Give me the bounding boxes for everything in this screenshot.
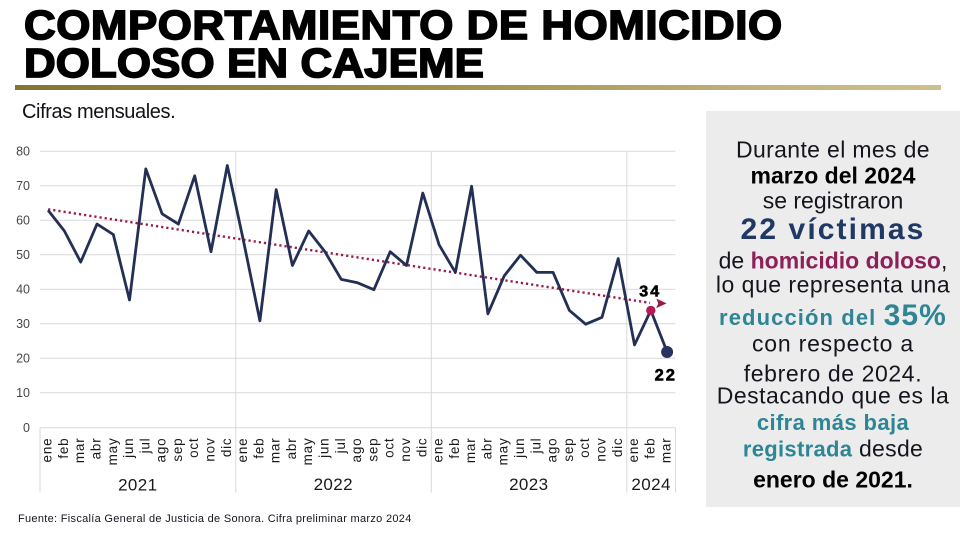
svg-text:jul: jul [137, 438, 152, 455]
svg-text:may: may [105, 438, 120, 466]
svg-text:mar: mar [268, 438, 283, 464]
svg-text:feb: feb [642, 438, 657, 459]
svg-text:ene: ene [235, 438, 250, 463]
svg-text:nov: nov [398, 438, 413, 462]
svg-text:sep: sep [561, 438, 576, 462]
svg-text:ago: ago [154, 438, 169, 463]
svg-text:oct: oct [577, 438, 592, 458]
svg-text:sep: sep [170, 438, 185, 462]
svg-text:may: may [300, 438, 315, 466]
svg-text:jun: jun [121, 438, 136, 459]
svg-text:nov: nov [594, 438, 609, 462]
svg-text:mar: mar [72, 438, 87, 464]
svg-text:feb: feb [251, 438, 266, 459]
svg-text:34: 34 [639, 284, 661, 301]
svg-text:nov: nov [203, 438, 218, 462]
svg-text:ene: ene [40, 438, 55, 463]
svg-text:abr: abr [479, 438, 494, 460]
svg-text:0: 0 [23, 421, 30, 435]
svg-text:jun: jun [317, 438, 332, 459]
svg-text:10: 10 [16, 386, 30, 400]
svg-text:50: 50 [16, 248, 30, 262]
svg-text:feb: feb [56, 438, 71, 459]
svg-text:ene: ene [626, 438, 641, 463]
svg-text:dic: dic [219, 438, 234, 458]
svg-text:mar: mar [659, 438, 674, 464]
svg-text:2024: 2024 [631, 475, 670, 494]
svg-text:ene: ene [431, 438, 446, 463]
svg-text:jul: jul [528, 438, 543, 455]
svg-text:60: 60 [16, 214, 30, 228]
svg-text:oct: oct [382, 438, 397, 458]
svg-text:30: 30 [16, 317, 30, 331]
svg-text:may: may [496, 438, 511, 466]
svg-text:22: 22 [655, 367, 677, 385]
svg-text:2022: 2022 [314, 475, 353, 494]
svg-text:2023: 2023 [509, 475, 548, 494]
svg-text:80: 80 [16, 145, 30, 159]
svg-text:ago: ago [545, 438, 560, 463]
svg-text:70: 70 [16, 179, 30, 193]
svg-text:20: 20 [16, 352, 30, 366]
svg-text:jun: jun [512, 438, 527, 459]
svg-text:sep: sep [365, 438, 380, 462]
svg-text:abr: abr [89, 438, 104, 460]
svg-text:dic: dic [610, 438, 625, 458]
svg-text:dic: dic [414, 438, 429, 458]
svg-text:oct: oct [186, 438, 201, 458]
svg-text:abr: abr [284, 438, 299, 460]
svg-text:2021: 2021 [118, 476, 157, 495]
svg-text:ago: ago [349, 438, 364, 463]
svg-text:mar: mar [463, 438, 478, 464]
svg-text:feb: feb [447, 438, 462, 459]
svg-text:jul: jul [333, 438, 348, 455]
svg-text:40: 40 [16, 283, 30, 297]
